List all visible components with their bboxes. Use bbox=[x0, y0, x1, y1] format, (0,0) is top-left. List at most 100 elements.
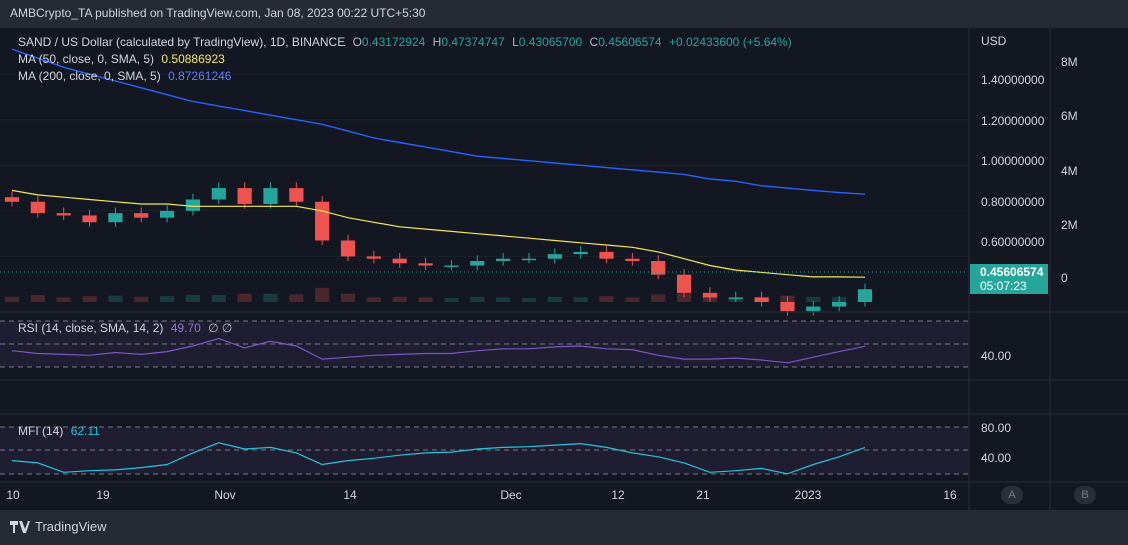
auto-scale-button[interactable]: A bbox=[1001, 486, 1023, 504]
candle-body bbox=[392, 258, 407, 264]
volume-bar bbox=[547, 296, 562, 302]
last-price-tag: 0.45606574 05:07:23 bbox=[970, 264, 1048, 294]
volume-bar bbox=[521, 298, 537, 302]
low-value: 0.43065700 bbox=[518, 35, 583, 49]
mfi-label: MFI (14) bbox=[18, 424, 64, 438]
volume-bar bbox=[366, 297, 381, 302]
high-label: H bbox=[432, 35, 442, 49]
volume-bar bbox=[625, 297, 640, 302]
rsi-band bbox=[0, 321, 968, 367]
x-tick: 19 bbox=[96, 488, 110, 502]
change-value: +0.02433600 (+5.64%) bbox=[668, 35, 792, 49]
ma50-label: MA (50, close, 0, SMA, 5) bbox=[18, 52, 155, 66]
ma50-value: 0.50886923 bbox=[161, 52, 225, 66]
volume-bar bbox=[159, 296, 175, 302]
volume-bar bbox=[340, 293, 356, 302]
candle-body bbox=[470, 260, 485, 266]
publish-header: AMBCrypto_TA published on TradingView.co… bbox=[10, 6, 426, 20]
footer-brand: TradingView bbox=[10, 519, 107, 534]
high-value: 0.47374747 bbox=[441, 35, 505, 49]
candle-body bbox=[444, 265, 459, 268]
chart-panel[interactable] bbox=[0, 28, 1128, 510]
candle-body bbox=[599, 251, 614, 259]
volume-tick: 2M bbox=[1061, 218, 1078, 232]
mfi-legend[interactable]: MFI (14) 62.11 bbox=[18, 424, 104, 438]
candle-body bbox=[237, 188, 252, 205]
volume-bar bbox=[444, 298, 459, 302]
rsi-line bbox=[11, 337, 866, 364]
volume-bar bbox=[418, 297, 433, 302]
volume-bar bbox=[56, 297, 71, 302]
x-tick: 12 bbox=[611, 488, 625, 502]
candle-body bbox=[30, 201, 45, 214]
candle-body bbox=[521, 258, 537, 261]
rsi-tick: 40.00 bbox=[981, 349, 1012, 363]
price-tick: 1.40000000 bbox=[981, 73, 1045, 87]
candle-body bbox=[289, 188, 304, 202]
mfi-value: 62.11 bbox=[70, 424, 100, 438]
candle-body bbox=[651, 260, 666, 275]
volume-bar bbox=[676, 293, 692, 302]
candle-body bbox=[56, 213, 71, 216]
candle-body bbox=[315, 201, 330, 241]
candle-body bbox=[82, 215, 97, 223]
candle-body bbox=[108, 213, 123, 223]
candle-body bbox=[857, 289, 873, 302]
rsi-label: RSI (14, close, SMA, 14, 2) bbox=[18, 321, 164, 335]
candle-body bbox=[418, 263, 433, 266]
x-tick: 2023 bbox=[794, 488, 822, 502]
candle-body bbox=[780, 302, 795, 312]
currency-label: USD bbox=[981, 34, 1007, 48]
ma200-legend[interactable]: MA (200, close, 0, SMA, 5) 0.87261246 bbox=[18, 69, 235, 83]
mfi-tick: 80.00 bbox=[981, 421, 1012, 435]
x-tick: 16 bbox=[943, 488, 957, 502]
x-tick: 21 bbox=[696, 488, 710, 502]
scale-button-b[interactable]: B bbox=[1074, 486, 1096, 504]
candle-body bbox=[263, 188, 278, 205]
volume-bar bbox=[108, 295, 123, 302]
candle-body bbox=[547, 254, 562, 259]
candle-body bbox=[340, 240, 356, 257]
last-price-value: 0.45606574 bbox=[980, 265, 1044, 279]
volume-tick: 4M bbox=[1061, 164, 1078, 178]
volume-bar bbox=[470, 296, 485, 302]
candle-body bbox=[4, 197, 20, 202]
candle-body bbox=[728, 297, 743, 299]
x-tick: Dec bbox=[500, 488, 522, 502]
volume-tick: 8M bbox=[1061, 55, 1078, 69]
low-label: L bbox=[512, 35, 519, 49]
candle-body bbox=[832, 302, 847, 307]
price-tick: 0.60000000 bbox=[981, 235, 1045, 249]
candle-body bbox=[159, 210, 175, 218]
rsi-legend[interactable]: RSI (14, close, SMA, 14, 2) 49.70 ∅ ∅ bbox=[18, 321, 236, 335]
close-value: 0.45606574 bbox=[598, 35, 662, 49]
candle-body bbox=[366, 256, 381, 259]
mfi-line bbox=[11, 442, 866, 475]
candle-body bbox=[211, 188, 226, 200]
volume-bar bbox=[651, 294, 666, 302]
ma50-legend[interactable]: MA (50, close, 0, SMA, 5) 0.50886923 bbox=[18, 52, 229, 66]
tradingview-logo-icon bbox=[10, 520, 30, 533]
x-tick: 10 bbox=[6, 488, 20, 502]
volume-bar bbox=[289, 294, 304, 302]
candle-body bbox=[134, 213, 149, 218]
x-tick: Nov bbox=[214, 488, 236, 502]
price-tick: 1.00000000 bbox=[981, 154, 1045, 168]
candle-body bbox=[496, 258, 511, 261]
volume-bar bbox=[4, 296, 20, 302]
countdown-value: 05:07:23 bbox=[980, 279, 1027, 293]
price-tick: 1.20000000 bbox=[981, 114, 1045, 128]
volume-bar bbox=[263, 293, 278, 302]
x-tick: 14 bbox=[343, 488, 357, 502]
open-label: O bbox=[352, 35, 362, 49]
ma200-line bbox=[11, 48, 866, 195]
main-legend[interactable]: SAND / US Dollar (calculated by TradingV… bbox=[18, 35, 796, 49]
volume-bar bbox=[806, 296, 821, 302]
volume-tick: 0 bbox=[1061, 271, 1068, 285]
ma50-line bbox=[11, 189, 866, 278]
candle-body bbox=[754, 297, 769, 302]
open-value: 0.43172924 bbox=[361, 35, 426, 49]
volume-bar bbox=[496, 297, 511, 302]
volume-bar bbox=[237, 293, 252, 302]
